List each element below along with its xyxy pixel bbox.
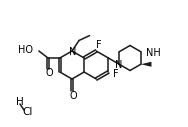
Text: Cl: Cl [23, 107, 33, 117]
Text: HO: HO [18, 45, 33, 55]
Polygon shape [141, 62, 152, 67]
Text: O: O [45, 68, 53, 78]
Text: N: N [114, 60, 122, 70]
Text: F: F [96, 40, 102, 50]
Text: NH: NH [146, 48, 161, 58]
Text: H: H [16, 97, 24, 107]
Text: O: O [69, 91, 77, 101]
Text: N: N [69, 47, 77, 57]
Text: F: F [113, 69, 118, 79]
